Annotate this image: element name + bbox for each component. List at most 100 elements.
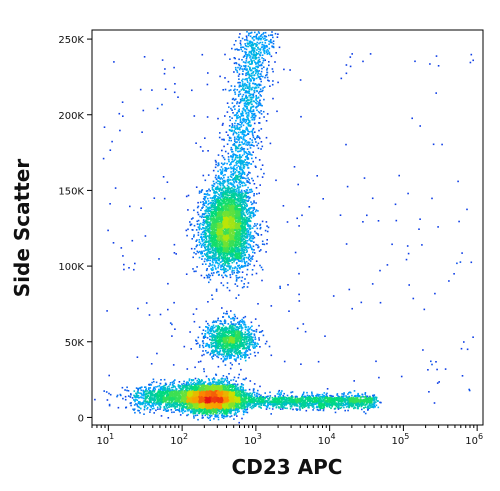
data-point — [248, 212, 250, 214]
data-point — [225, 395, 228, 398]
data-point — [219, 407, 221, 409]
data-point — [186, 234, 188, 237]
data-point — [220, 399, 222, 402]
data-point — [179, 387, 181, 389]
data-point — [217, 401, 219, 404]
data-point — [226, 383, 228, 386]
data-point — [218, 398, 220, 400]
data-point — [202, 242, 205, 244]
data-point — [224, 406, 227, 408]
data-point — [210, 402, 212, 404]
data-point — [195, 410, 197, 413]
data-point — [213, 383, 216, 386]
data-point — [208, 388, 211, 390]
data-point — [205, 395, 207, 398]
data-point — [218, 397, 220, 399]
data-point — [215, 416, 217, 418]
data-point — [203, 392, 206, 395]
data-point — [231, 394, 234, 396]
data-point — [228, 373, 230, 375]
data-point — [212, 397, 215, 399]
data-point — [195, 388, 197, 390]
data-point — [208, 391, 210, 393]
data-point — [226, 377, 229, 380]
data-point — [207, 389, 209, 392]
data-point — [239, 390, 242, 392]
data-point — [207, 197, 209, 200]
data-point — [228, 412, 230, 414]
data-point — [235, 279, 238, 281]
data-point — [255, 224, 257, 227]
data-point — [204, 254, 207, 256]
data-point — [195, 383, 198, 386]
data-point — [229, 246, 231, 249]
data-point — [249, 380, 252, 382]
data-point — [215, 406, 218, 409]
data-point — [182, 408, 185, 410]
data-point — [217, 409, 220, 412]
data-point — [195, 386, 198, 389]
data-point — [209, 406, 212, 408]
data-point — [217, 390, 219, 392]
data-point — [241, 209, 243, 211]
data-point — [253, 394, 256, 396]
data-point — [232, 409, 235, 411]
data-point — [232, 384, 234, 387]
data-point — [215, 396, 218, 398]
data-point — [187, 410, 189, 412]
data-point — [233, 385, 235, 388]
data-point — [237, 388, 239, 390]
data-point — [221, 274, 223, 277]
data-point — [206, 252, 208, 255]
data-point — [178, 407, 181, 410]
data-point — [222, 395, 225, 397]
data-point — [240, 383, 243, 385]
data-point — [210, 386, 212, 388]
data-point — [206, 412, 209, 414]
data-point — [196, 409, 198, 412]
data-point — [249, 216, 251, 218]
data-point — [195, 399, 197, 402]
data-point — [202, 394, 205, 397]
data-point — [212, 381, 214, 383]
data-point — [213, 377, 215, 379]
data-point — [230, 412, 232, 415]
data-point — [189, 386, 192, 389]
data-point — [200, 391, 203, 394]
data-point — [215, 256, 217, 259]
data-point — [210, 409, 213, 411]
data-point — [253, 252, 256, 254]
data-point — [241, 407, 243, 410]
data-point — [207, 378, 210, 380]
data-point — [205, 386, 207, 389]
data-point — [228, 381, 230, 383]
data-point — [235, 262, 238, 265]
data-point — [217, 405, 220, 407]
data-point — [246, 411, 249, 414]
data-point — [203, 276, 206, 279]
data-point — [169, 405, 172, 408]
data-point — [220, 380, 222, 383]
data-point — [246, 392, 248, 394]
data-point — [210, 388, 212, 390]
data-point — [168, 385, 170, 388]
data-point — [221, 416, 223, 418]
data-point — [232, 400, 234, 403]
data-point — [215, 393, 218, 396]
data-point — [197, 410, 200, 413]
data-point — [228, 410, 231, 412]
data-point — [205, 391, 207, 393]
data-point — [209, 393, 211, 395]
data-point — [217, 414, 219, 416]
data-point — [209, 394, 211, 397]
data-point — [235, 402, 237, 405]
data-point — [226, 379, 229, 381]
data-point — [198, 383, 201, 385]
data-point — [234, 393, 237, 396]
data-point — [218, 405, 221, 408]
data-point — [197, 418, 199, 421]
data-point — [178, 409, 180, 411]
data-point — [190, 384, 192, 386]
data-point — [228, 401, 231, 403]
data-point — [242, 413, 245, 416]
